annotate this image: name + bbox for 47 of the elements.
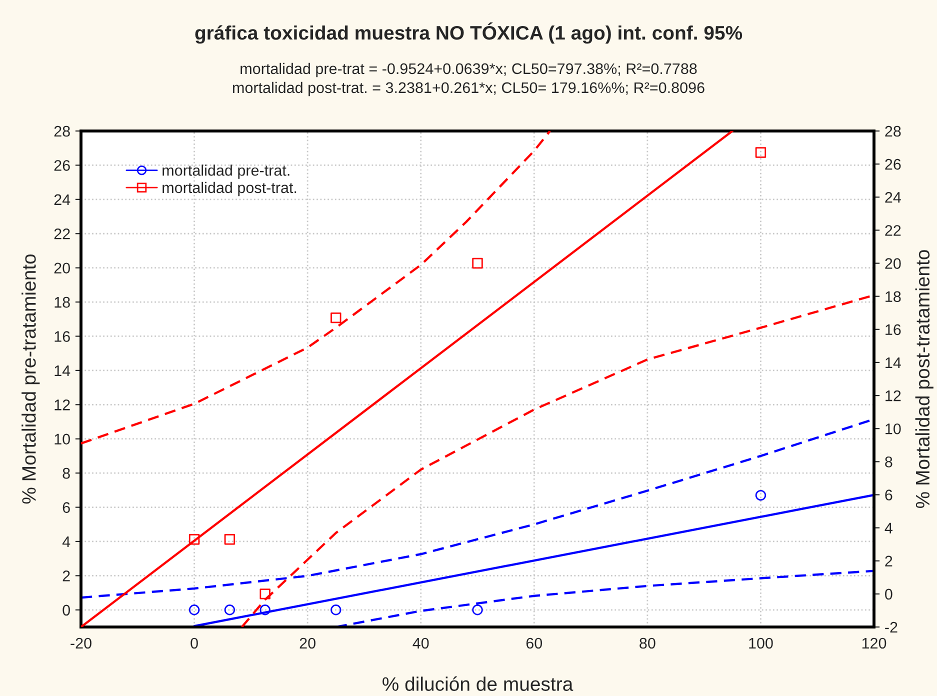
y2-tick-label: 14: [886, 357, 901, 368]
y2-tick-label: 8: [885, 456, 892, 468]
y-tick-label: 8: [62, 468, 70, 479]
x-tick-label: 100: [749, 638, 773, 649]
y2-tick-label: 20: [885, 258, 901, 269]
x-tick-label: 120: [862, 638, 886, 649]
x-tick-label: 60: [526, 638, 542, 649]
y-tick-label: 0: [62, 604, 70, 616]
y2-axis-title: % Mortalidad post-tratamiento: [915, 250, 934, 508]
text: mortalidad pre-trat = -0.9524+0.0639*x; CL50=797.38%; R²=0.7788: [240, 62, 697, 78]
y2-tick-label: 6: [885, 490, 892, 500]
y-tick-label: 16: [54, 331, 70, 342]
legend-label: mortalidad pre-trat.: [162, 164, 290, 179]
y-tick-label: 14: [54, 365, 70, 376]
y-tick-label: 2: [62, 570, 70, 582]
legend-label: mortalidad post-trat.: [162, 182, 296, 196]
y2-tick-label: 28: [885, 126, 901, 137]
y2-tick-label: 18: [886, 291, 901, 302]
y-tick-label: 24: [54, 194, 70, 205]
y2-tick-label: 24: [885, 192, 901, 203]
y2-tick-label: 2: [885, 556, 892, 566]
y2-tick-label: 10: [886, 423, 901, 434]
x-tick-label: 20: [300, 638, 316, 649]
x-tick-label: 0: [190, 638, 198, 649]
x-tick-label: 40: [412, 638, 429, 649]
y-tick-label: 20: [54, 262, 70, 274]
y-tick-label: 26: [54, 160, 70, 171]
y-tick-label: 6: [62, 502, 70, 513]
y2-tick-label: 22: [885, 225, 901, 236]
y-tick-label: 18: [54, 296, 70, 308]
y-tick-label: 10: [54, 434, 70, 445]
x-tick-label: -20: [70, 638, 92, 649]
y-tick-label: 28: [54, 126, 70, 137]
y-tick-label: 22: [54, 228, 70, 240]
text: mortalidad post-trat. = 3.2381+0.261*x; CL50= 179.16%%; R²=0.8096: [232, 82, 704, 96]
y2-tick-label: 16: [886, 324, 901, 336]
y-tick-label: 12: [54, 400, 70, 410]
x-tick-label: 80: [640, 638, 656, 649]
y2-tick-label: 4: [884, 522, 892, 534]
y-tick-label: 4: [62, 536, 70, 548]
y2-tick-label: 26: [885, 158, 901, 170]
x-axis-title: % dilución de muestra: [382, 676, 574, 691]
y2-tick-label: -2: [885, 622, 898, 633]
chart-title: gráfica toxicidad muestra NO TÓXICA (1 ago) int. conf. 95%: [195, 22, 742, 44]
y-axis-title: % Mortalidad pre-tratamiento: [22, 254, 40, 504]
y2-tick-label: 0: [885, 588, 892, 600]
y2-tick-label: 12: [886, 390, 901, 402]
